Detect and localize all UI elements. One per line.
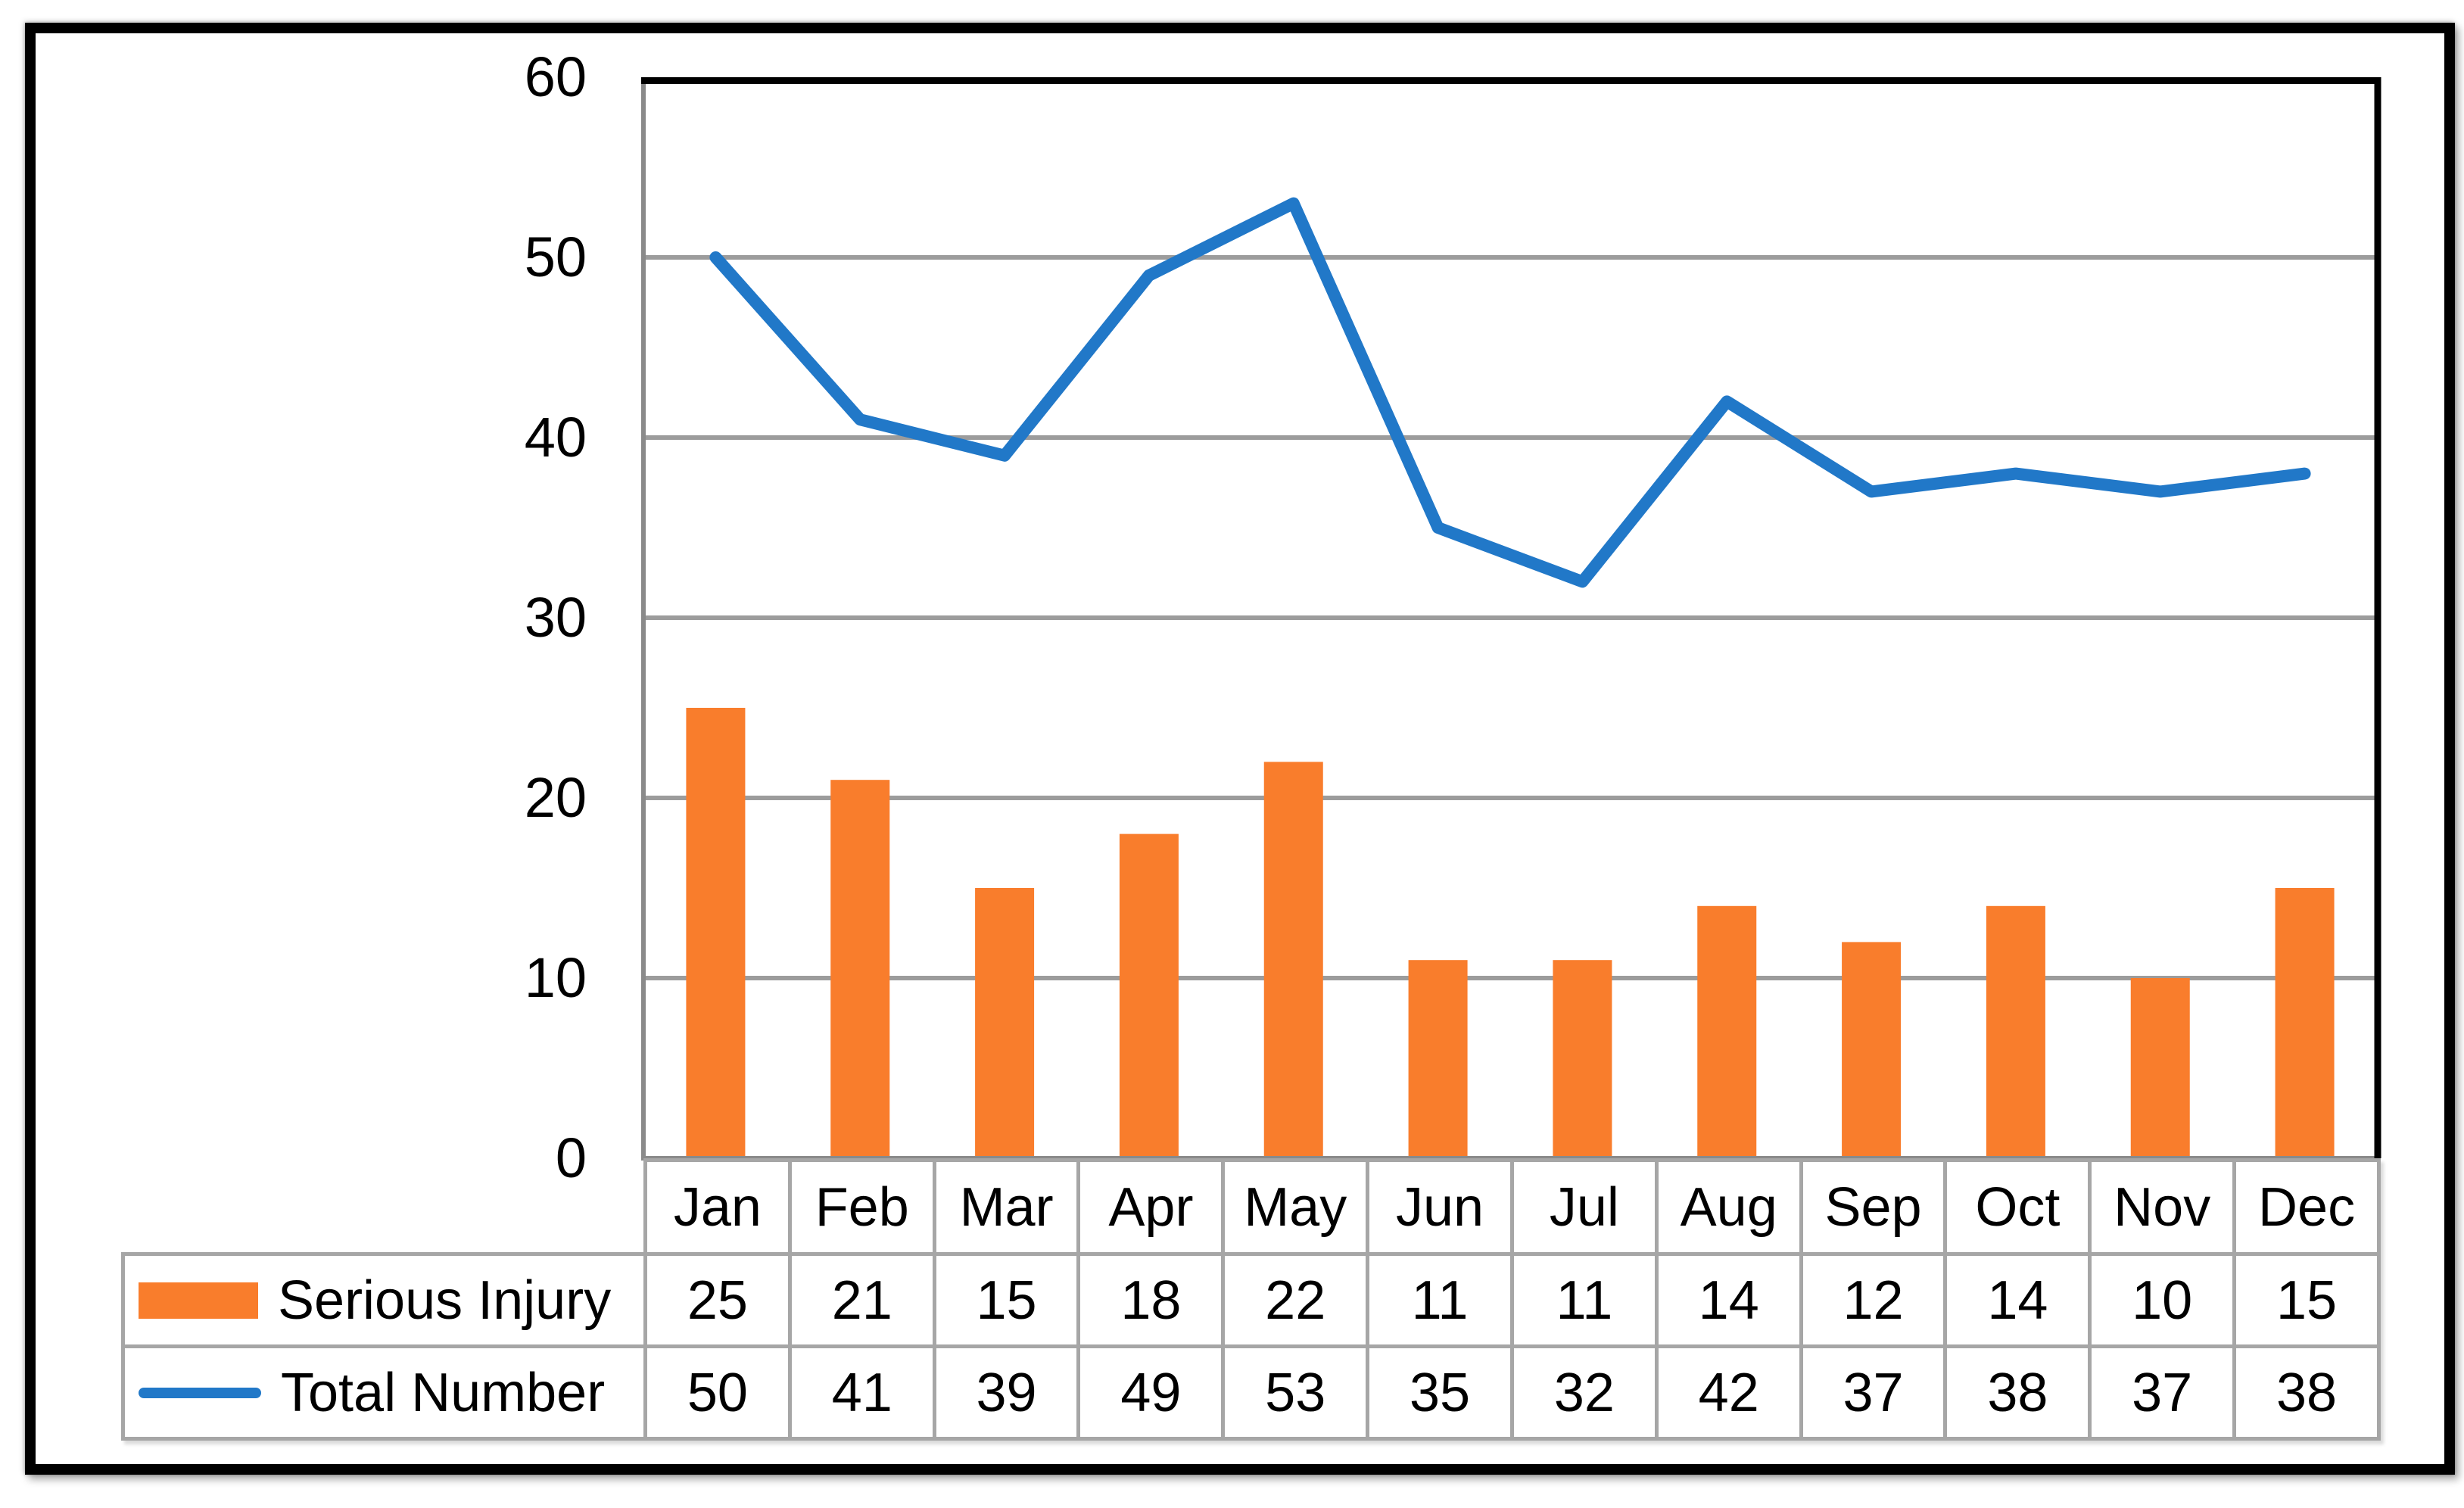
y-tick-label-60: 60 [524,45,587,108]
serious-injury-row: Serious Injury 25 21 15 18 22 11 11 14 12 14 10 15 [121,1252,2381,1348]
legend-cell-serious-injury: Serious Injury [121,1252,647,1348]
month-cell-jul: Jul [1509,1158,1659,1256]
month-cell-dec: Dec [2232,1158,2381,1256]
month-cell-sep: Sep [1799,1158,1948,1256]
serious-injury-value-jul: 11 [1509,1252,1659,1348]
serious-injury-value-sep: 12 [1799,1252,1948,1348]
month-cell-may: May [1221,1158,1370,1256]
total-number-value-may: 53 [1221,1344,1370,1441]
total-number-value-jan: 50 [643,1344,792,1441]
y-tick-label-10: 10 [524,946,587,1009]
serious-injury-value-mar: 15 [932,1252,1081,1348]
total-number-value-nov: 37 [2088,1344,2237,1441]
y-tick-label-20: 20 [524,766,587,829]
month-cell-mar: Mar [932,1158,1081,1256]
total-number-line-swatch [139,1387,261,1398]
serious-injury-value-feb: 21 [787,1252,936,1348]
y-tick-label-50: 50 [524,226,587,288]
legend-key-serious-injury: Serious Injury [125,1270,643,1332]
bar-serious-injury-jul [1553,960,1612,1158]
bar-serious-injury-sep [1842,942,1902,1158]
month-cell-oct: Oct [1943,1158,2092,1256]
bar-serious-injury-feb [830,780,890,1158]
serious-injury-bar-swatch [139,1282,258,1319]
total-number-value-sep: 37 [1799,1344,1948,1441]
total-number-value-apr: 49 [1076,1344,1226,1441]
bar-serious-injury-apr [1119,833,1179,1158]
serious-injury-value-apr: 18 [1076,1252,1226,1348]
month-cell-jun: Jun [1366,1158,1514,1256]
month-cell-aug: Aug [1654,1158,1803,1256]
total-number-value-dec: 38 [2232,1344,2381,1441]
serious-injury-value-jan: 25 [643,1252,792,1348]
legend-key-total-number: Total Number [125,1362,643,1424]
total-number-value-mar: 39 [932,1344,1081,1441]
bar-serious-injury-oct [1986,905,2045,1158]
bar-serious-injury-mar [975,888,1035,1158]
y-tick-label-40: 40 [524,406,587,469]
y-tick-label-0: 0 [555,1126,587,1189]
total-number-value-jun: 35 [1366,1344,1514,1441]
month-cell-apr: Apr [1076,1158,1226,1256]
bar-serious-injury-may [1263,762,1323,1158]
y-tick-label-30: 30 [524,586,587,649]
total-number-row: Total Number 50 41 39 49 53 35 32 42 37 38 37 38 [121,1344,2381,1441]
total-number-value-oct: 38 [1943,1344,2092,1441]
table-corner-spacer [123,1161,646,1254]
legend-label-total-number: Total Number [281,1362,606,1423]
total-number-value-feb: 41 [787,1344,936,1441]
serious-injury-value-jun: 11 [1366,1252,1514,1348]
data-table: Jan Feb Mar Apr May Jun Jul Aug Sep Oct Nov Dec Seri… [121,1158,2381,1441]
bar-serious-injury-nov [2130,978,2190,1158]
total-number-line [709,197,2311,588]
legend-cell-total-number: Total Number [121,1344,647,1441]
bar-serious-injury-dec [2275,888,2335,1158]
month-cell-nov: Nov [2088,1158,2237,1256]
bar-serious-injury-aug [1697,905,1757,1158]
bar-serious-injury-jun [1408,960,1468,1158]
month-cell-feb: Feb [787,1158,936,1256]
bar-serious-injury-jan [686,708,746,1158]
serious-injury-value-aug: 14 [1654,1252,1803,1348]
total-number-value-jul: 32 [1509,1344,1659,1441]
month-cell-jan: Jan [643,1158,792,1256]
serious-injury-value-may: 22 [1221,1252,1370,1348]
months-row: Jan Feb Mar Apr May Jun Jul Aug Sep Oct Nov Dec [123,1158,2381,1256]
serious-injury-value-dec: 15 [2232,1252,2381,1348]
serious-injury-value-nov: 10 [2088,1252,2237,1348]
legend-label-serious-injury: Serious Injury [278,1270,612,1331]
total-number-value-aug: 42 [1654,1344,1803,1441]
serious-injury-value-oct: 14 [1943,1252,2092,1348]
